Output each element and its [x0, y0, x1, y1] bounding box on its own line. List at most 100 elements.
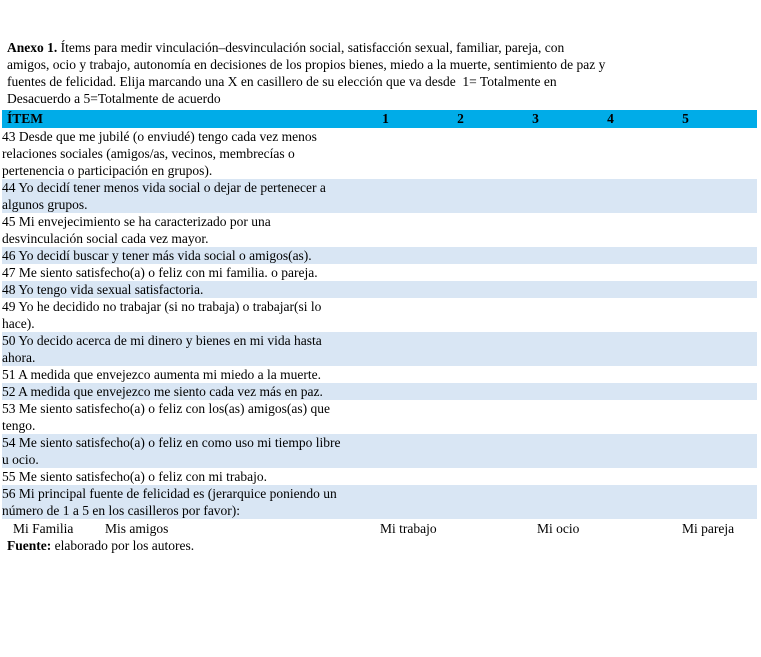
answer-cell-2	[423, 128, 498, 179]
item-text: 55 Me siento satisfecho(a) o feliz con m…	[2, 469, 268, 484]
answer-cell-5	[648, 468, 723, 485]
answer-cell-3	[498, 298, 573, 332]
answer-cell-1	[348, 128, 423, 179]
answer-cell-5	[648, 281, 723, 298]
answer-cell-2	[423, 366, 498, 383]
answer-cell-1	[348, 213, 423, 247]
spacer-cell	[723, 485, 757, 519]
answer-cell-4	[573, 298, 648, 332]
column-header-4: 4	[573, 110, 648, 128]
spacer-cell	[723, 332, 757, 366]
table-caption: Anexo 1. Ítems para medir vinculación–de…	[7, 39, 755, 107]
spacer-cell	[723, 434, 757, 468]
spacer-cell	[723, 366, 757, 383]
answer-cell-3	[498, 281, 573, 298]
answer-cell-3	[498, 247, 573, 264]
happiness-options-cell: Mi Familia Mis amigos Mi trabajo Mi ocio…	[2, 519, 757, 537]
answer-cell-1	[348, 281, 423, 298]
answer-cell-3	[498, 383, 573, 400]
answer-cell-4	[573, 434, 648, 468]
table-row: 53 Me siento satisfecho(a) o feliz con l…	[2, 400, 757, 434]
spacer-cell	[723, 179, 757, 213]
answer-cell-3	[498, 366, 573, 383]
caption-line-1-text: Ítems para medir vinculación–desvinculac…	[57, 40, 565, 55]
answer-cell-2	[423, 485, 498, 519]
answer-cell-5	[648, 434, 723, 468]
answer-cell-4	[573, 400, 648, 434]
answer-cell-2	[423, 179, 498, 213]
table-row: 50 Yo decido acerca de mi dinero y biene…	[2, 332, 757, 366]
caption-line-4: Desacuerdo a 5=Totalmente de acuerdo	[7, 91, 221, 106]
option-mi-trabajo: Mi trabajo	[380, 521, 437, 536]
item-text: 48 Yo tengo vida sexual satisfactoria.	[2, 281, 348, 298]
table-row: 46 Yo decidí buscar y tener más vida soc…	[2, 247, 757, 264]
spacer-cell	[723, 213, 757, 247]
table-row: 44 Yo decidí tener menos vida social o d…	[2, 179, 757, 213]
answer-cell-1	[348, 332, 423, 366]
column-header-item: ÍTEM	[2, 110, 348, 128]
answer-cell-3	[498, 485, 573, 519]
table-row: 43 Desde que me jubilé (o enviudé) tengo…	[2, 128, 757, 179]
answer-cell-2	[423, 468, 498, 485]
spacer-cell	[723, 264, 757, 281]
answer-cell-3	[498, 332, 573, 366]
source-line: Fuente: elaborado por los autores.	[7, 537, 757, 554]
item-text: 43 Desde que me jubilé (o enviudé) tengo…	[2, 129, 317, 178]
caption-line-2: amigos, ocio y trabajo, autonomía en dec…	[7, 57, 606, 72]
answer-cell-5	[648, 366, 723, 383]
answer-cell-2	[423, 332, 498, 366]
column-header-1: 1	[348, 110, 423, 128]
questionnaire-table: ÍTEM 1 2 3 4 5 43 Desde que me jubilé (o…	[2, 110, 757, 537]
option-mi-ocio: Mi ocio	[537, 521, 580, 536]
answer-cell-3	[498, 264, 573, 281]
item-text: 52 A medida que envejezco me siento cada…	[2, 383, 348, 400]
answer-cell-1	[348, 366, 423, 383]
answer-cell-1	[348, 400, 423, 434]
answer-cell-3	[498, 128, 573, 179]
table-row: 49 Yo he decidido no trabajar (si no tra…	[2, 298, 757, 332]
answer-cell-3	[498, 213, 573, 247]
answer-cell-1	[348, 485, 423, 519]
table-row: 54 Me siento satisfecho(a) o feliz en co…	[2, 434, 757, 468]
source-label: Fuente:	[7, 538, 52, 553]
spacer-cell	[723, 400, 757, 434]
table-header-row: ÍTEM 1 2 3 4 5	[2, 110, 757, 128]
answer-cell-5	[648, 247, 723, 264]
answer-cell-4	[573, 213, 648, 247]
header-spacer-cell	[723, 110, 757, 128]
item-text: 49 Yo he decidido no trabajar (si no tra…	[2, 299, 322, 331]
answer-cell-1	[348, 298, 423, 332]
answer-cell-5	[648, 213, 723, 247]
option-mi-pareja: Mi pareja	[682, 521, 735, 536]
answer-cell-5	[648, 485, 723, 519]
item-text: 46 Yo decidí buscar y tener más vida soc…	[2, 247, 348, 264]
spacer-cell	[723, 247, 757, 264]
answer-cell-4	[573, 383, 648, 400]
answer-cell-5	[648, 298, 723, 332]
item-text: 50 Yo decido acerca de mi dinero y biene…	[2, 332, 348, 366]
option-mi-familia: Mi Familia	[13, 521, 74, 536]
answer-cell-2	[423, 247, 498, 264]
item-text: 51 A medida que envejezco aumenta mi mie…	[2, 367, 322, 382]
column-header-5: 5	[648, 110, 723, 128]
happiness-options-row: Mi Familia Mis amigos Mi trabajo Mi ocio…	[2, 519, 757, 537]
answer-cell-3	[498, 400, 573, 434]
spacer-cell	[723, 298, 757, 332]
source-text: elaborado por los autores.	[51, 538, 195, 553]
table-row: 48 Yo tengo vida sexual satisfactoria.	[2, 281, 757, 298]
answer-cell-5	[648, 128, 723, 179]
table-row: 56 Mi principal fuente de felicidad es (…	[2, 485, 757, 519]
answer-cell-5	[648, 383, 723, 400]
answer-cell-4	[573, 281, 648, 298]
spacer-cell	[723, 468, 757, 485]
spacer-cell	[723, 128, 757, 179]
answer-cell-4	[573, 179, 648, 213]
answer-cell-4	[573, 366, 648, 383]
caption-line-3: fuentes de felicidad. Elija marcando una…	[7, 74, 557, 89]
answer-cell-5	[648, 179, 723, 213]
answer-cell-4	[573, 485, 648, 519]
item-text: 53 Me siento satisfecho(a) o feliz con l…	[2, 401, 331, 433]
item-text: 47 Me siento satisfecho(a) o feliz con m…	[2, 265, 318, 280]
table-row: 52 A medida que envejezco me siento cada…	[2, 383, 757, 400]
table-row: 45 Mi envejecimiento se ha caracterizado…	[2, 213, 757, 247]
